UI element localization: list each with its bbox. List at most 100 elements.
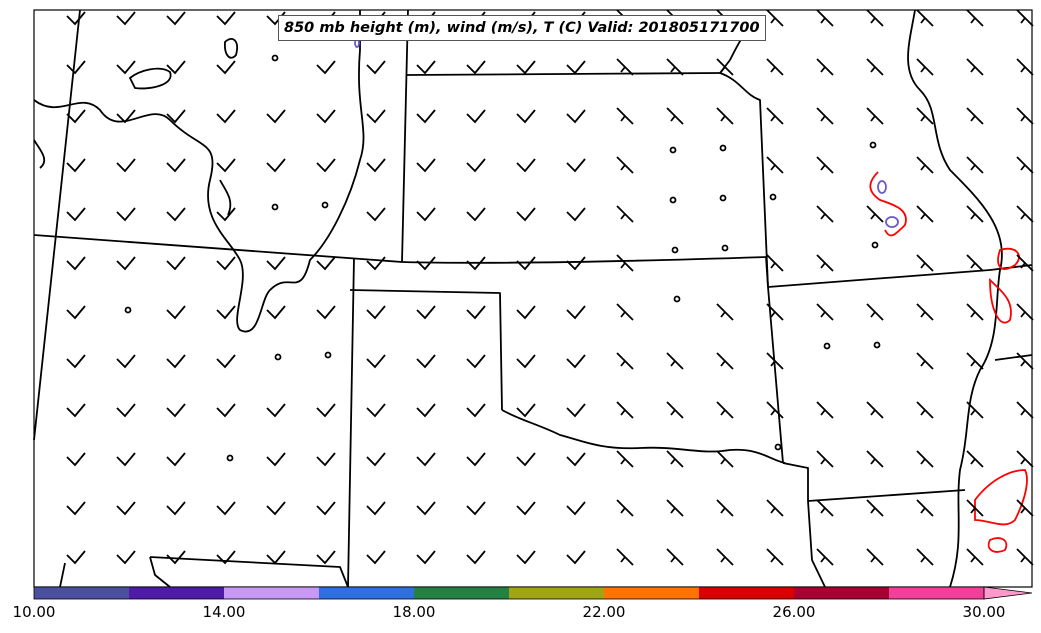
wind-barb [416,256,436,271]
border-ok-panhandle [349,289,503,411]
wind-barb [166,207,186,222]
wind-barb [416,207,436,222]
wind-barb [216,60,236,75]
calm-wind-marker [124,306,132,314]
wind-barb [466,452,486,467]
wind-barb [566,60,586,75]
wind-barb [466,354,486,369]
wind-barb [116,550,136,565]
wind-barb [366,256,386,271]
wind-barb [766,401,784,419]
wind-barb [566,403,586,418]
wind-barb [166,305,186,320]
wind-barb [866,450,884,468]
wind-barb [666,352,684,370]
wind-barb [866,401,884,419]
wind-barb [916,450,934,468]
border-co-east-north [401,9,409,263]
wind-barb [566,354,586,369]
wind-barb [466,158,486,173]
wind-barb [516,158,536,173]
wind-barb [1016,303,1034,321]
wind-barb [166,256,186,271]
wind-barb [466,305,486,320]
wind-barb [516,550,536,565]
wind-barb [766,499,784,517]
calm-wind-marker [869,141,877,149]
wind-barb [66,11,86,26]
wind-barb [266,109,286,124]
wind-barb [566,452,586,467]
colorbar-segment [319,587,415,599]
wind-barb [66,305,86,320]
border-ne-south [405,72,721,76]
border-tx-nm [149,556,349,588]
wind-barb [116,403,136,418]
wind-barb [716,548,734,566]
wind-barb [316,305,336,320]
wind-barb [266,452,286,467]
wind-barb [216,256,236,271]
wind-barb [566,207,586,222]
wind-barb [166,550,186,565]
wind-barb [116,11,136,26]
wind-barb [666,401,684,419]
calm-wind-marker [271,54,279,62]
wind-barb [66,550,86,565]
wind-barb [816,254,834,272]
wind-barb [916,401,934,419]
contour-5 [219,179,232,216]
colorbar-segment [604,587,700,599]
wind-barb [966,499,984,517]
wind-barb [466,501,486,516]
wind-barb [966,205,984,223]
wind-barb [1016,254,1034,272]
wind-barb [516,452,536,467]
temp-contour-4 [974,469,1028,526]
wind-barb [116,60,136,75]
wind-barb [566,109,586,124]
wind-barb [316,550,336,565]
wind-barb [366,501,386,516]
wind-barb [866,548,884,566]
border-red-river [501,409,786,464]
wind-barb [416,403,436,418]
calm-wind-marker [324,351,332,359]
colorbar-segment [224,587,320,599]
wind-barb [466,109,486,124]
wind-barb [666,450,684,468]
calm-wind-marker [823,342,831,350]
border-nm-east [347,257,355,588]
wind-barb [66,256,86,271]
wind-barb [916,9,934,27]
calm-wind-marker [271,203,279,211]
temp-blue-2 [885,216,899,228]
wind-barb [116,452,136,467]
wind-barb [366,109,386,124]
temp-contour-5 [987,537,1008,553]
calm-wind-marker [719,194,727,202]
wind-barb [266,256,286,271]
wind-barb [466,403,486,418]
wind-barb [416,452,436,467]
wind-barb [216,109,236,124]
wind-barb [216,403,236,418]
border-mississippi [907,9,1003,588]
wind-barb [916,499,934,517]
wind-barb [316,109,336,124]
wind-barb [816,9,834,27]
wind-barb [566,305,586,320]
wind-barb [266,550,286,565]
wind-barb [816,303,834,321]
wind-barb [366,207,386,222]
wind-barb [316,403,336,418]
wind-barb [416,305,436,320]
wind-barb [1016,107,1034,125]
wind-barb [616,548,634,566]
calm-wind-marker [274,353,282,361]
wind-barb [166,11,186,26]
border-west [33,9,81,441]
colorbar-segment [34,587,130,599]
colorbar-segment [889,587,985,599]
colorbar-tick-label: 10.00 [12,603,56,621]
